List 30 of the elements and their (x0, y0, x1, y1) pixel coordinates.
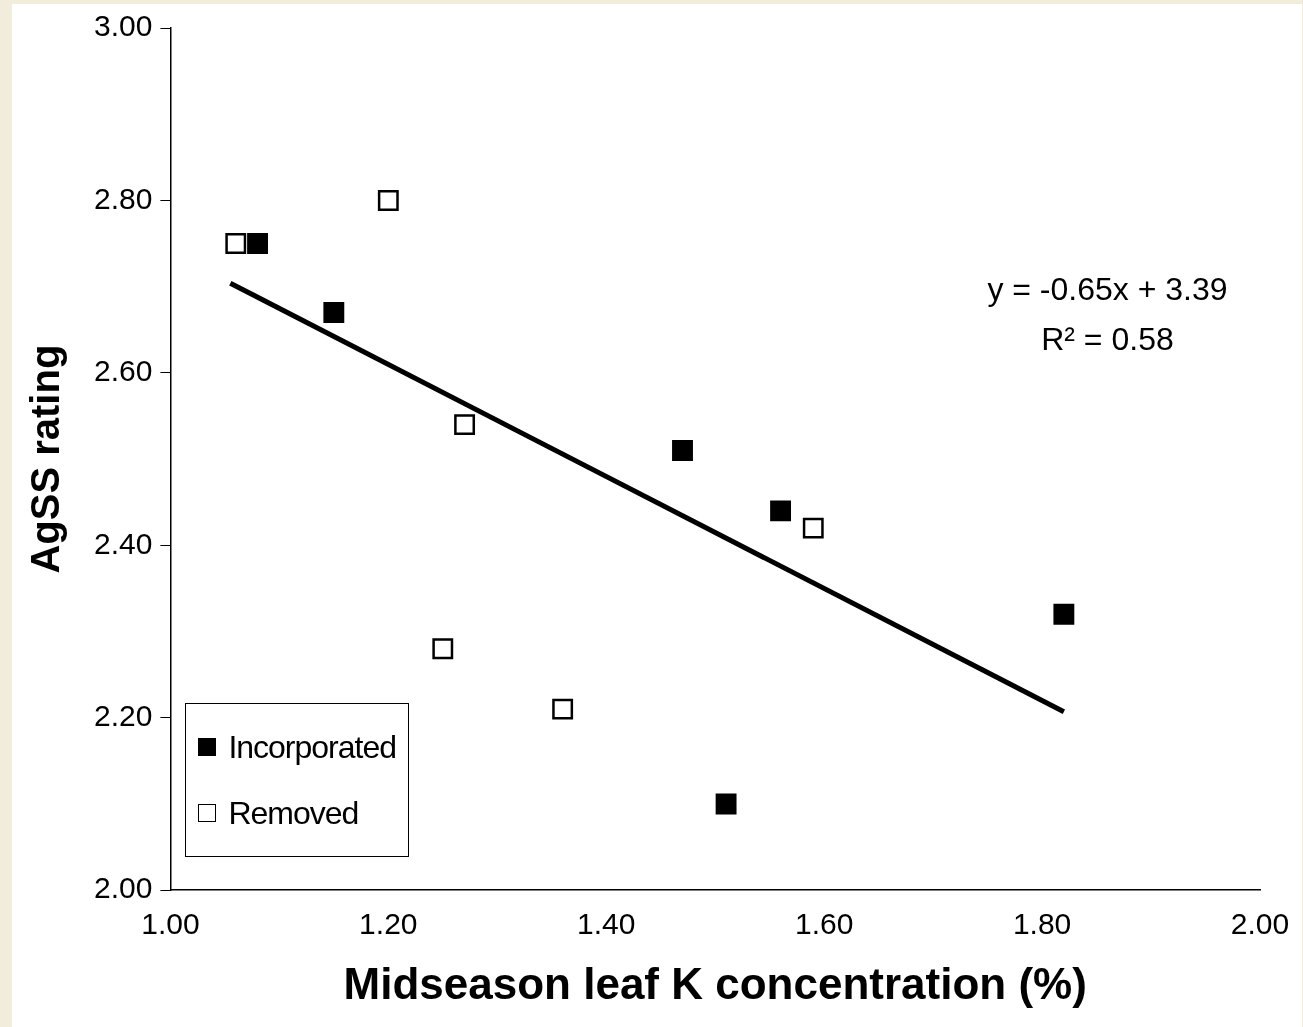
annotation: R² = 0.58 (1041, 320, 1174, 357)
y-tick-label: 2.40 (94, 526, 153, 560)
x-axis-title: Midseason leaf K concentration (%) (343, 958, 1087, 1008)
point (802, 517, 824, 539)
x-tick-label: 1.80 (1012, 907, 1072, 941)
y-tick-label: 3.00 (94, 9, 153, 43)
point (770, 500, 792, 522)
x-tick-label: 1.40 (577, 907, 636, 941)
point (1053, 603, 1075, 625)
y-axis-title: AgSS rating (23, 344, 68, 574)
x-tick-label: 1.60 (794, 907, 854, 941)
y-tick-label: 2.80 (94, 181, 153, 215)
legend-label: Removed (228, 794, 359, 832)
point (715, 793, 737, 815)
y-tick-label: 2.60 (94, 354, 153, 388)
x-tick-label: 1.00 (141, 907, 200, 941)
y-tick-label: 2.20 (94, 699, 153, 733)
point (454, 414, 476, 436)
annotation: y = -0.65x + 3.39 (987, 270, 1228, 307)
point (672, 440, 693, 461)
point (377, 190, 399, 211)
legend-label: Incorporated (228, 728, 397, 766)
point (247, 233, 268, 254)
x-tick-label: 1.20 (359, 907, 418, 941)
point (225, 233, 247, 254)
x-tick-label: 2.00 (1230, 907, 1290, 941)
point (432, 638, 454, 660)
point (552, 698, 574, 720)
point (323, 302, 345, 323)
y-tick-label: 2.00 (94, 871, 153, 905)
